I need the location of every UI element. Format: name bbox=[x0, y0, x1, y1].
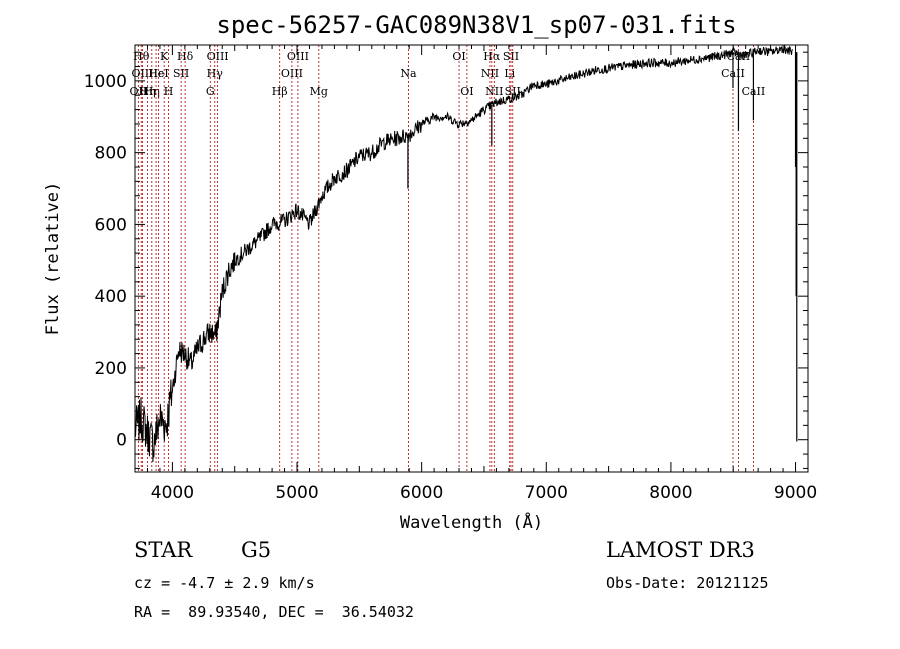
line-label: H bbox=[164, 85, 174, 98]
line-label: NII bbox=[481, 67, 499, 80]
redshift-cz: cz = -4.7 ± 2.9 km/s bbox=[134, 574, 315, 592]
line-label: Hα bbox=[483, 50, 501, 63]
line-label: Mg bbox=[310, 85, 328, 98]
line-label: NII bbox=[485, 85, 503, 98]
y-tick-label: 1000 bbox=[84, 72, 127, 92]
observation-date: Obs-Date: 20121125 bbox=[606, 574, 769, 592]
line-label: Hη bbox=[144, 85, 160, 98]
y-tick-label: 600 bbox=[95, 215, 127, 235]
object-class: STAR bbox=[134, 538, 193, 562]
plot-area: spec-56257-GAC089N38V1_sp07-031.fitsOIIH… bbox=[43, 11, 817, 533]
line-label: Hε bbox=[148, 67, 164, 80]
line-label: OIII bbox=[287, 50, 309, 63]
y-tick-label: 200 bbox=[95, 359, 127, 379]
survey-name: LAMOST DR3 bbox=[606, 538, 755, 562]
line-label: SII bbox=[173, 67, 189, 80]
y-tick-label: 800 bbox=[95, 144, 127, 164]
line-label: OIII bbox=[131, 67, 153, 80]
x-tick-label: 4000 bbox=[151, 483, 194, 503]
x-tick-label: 9000 bbox=[774, 483, 817, 503]
line-label: G bbox=[206, 85, 215, 98]
y-tick-label: 0 bbox=[116, 431, 127, 451]
line-label: Na bbox=[400, 67, 417, 80]
line-label: Hγ bbox=[207, 67, 224, 80]
line-label: Hδ bbox=[177, 50, 194, 63]
x-tick-label: 8000 bbox=[649, 483, 692, 503]
y-tick-label: 400 bbox=[95, 287, 127, 307]
line-label: K bbox=[160, 50, 169, 63]
x-tick-label: 6000 bbox=[400, 483, 443, 503]
line-label: OI bbox=[460, 85, 473, 98]
line-label: SII bbox=[503, 50, 519, 63]
line-label: Hβ bbox=[272, 85, 288, 98]
x-axis-label: Wavelength (Å) bbox=[400, 511, 543, 533]
spectrum-line bbox=[134, 43, 794, 463]
chart-title: spec-56257-GAC089N38V1_sp07-031.fits bbox=[216, 11, 736, 39]
line-label: Hθ bbox=[133, 50, 150, 63]
line-label: Li bbox=[504, 67, 515, 80]
line-label: HeI bbox=[148, 67, 168, 80]
x-tick-label: 5000 bbox=[275, 483, 318, 503]
y-axis-label: Flux (relative) bbox=[43, 182, 63, 336]
object-subclass: G5 bbox=[241, 538, 272, 562]
line-label: OIII bbox=[207, 50, 229, 63]
line-label: OI bbox=[452, 50, 465, 63]
x-tick-label: 7000 bbox=[525, 483, 568, 503]
plot-frame bbox=[134, 44, 809, 473]
coordinates: RA = 89.93540, DEC = 36.54032 bbox=[134, 603, 414, 621]
line-label: OIII bbox=[281, 67, 303, 80]
